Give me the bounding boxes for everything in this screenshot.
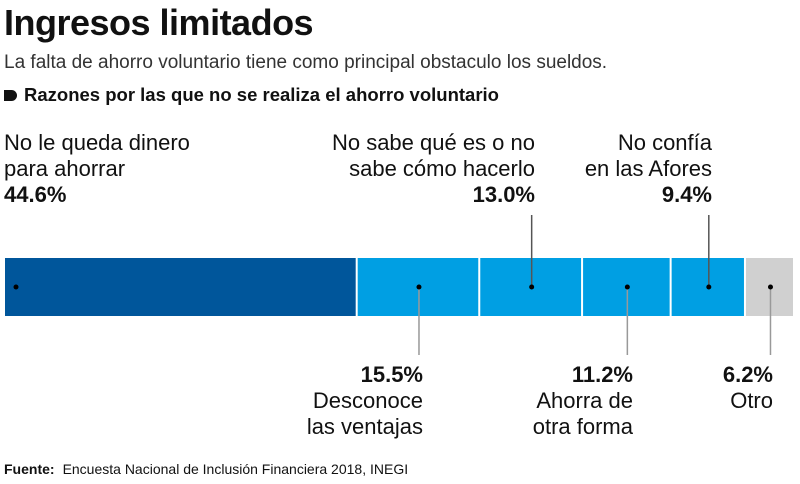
- label-otro: 6.2% Otro: [723, 362, 773, 414]
- label-no-sabe: No sabe qué es o no sabe cómo hacerlo 13…: [332, 130, 535, 208]
- value-label: 13.0%: [472, 182, 535, 207]
- chart-subtitle: La falta de ahorro voluntario tiene como…: [4, 52, 608, 73]
- value-label: 15.5%: [360, 362, 423, 387]
- leader-dot-3: [624, 284, 630, 290]
- source-label: Fuente:: [4, 461, 55, 477]
- bullet-icon: [4, 89, 17, 101]
- source-note: Fuente: Encuesta Nacional de Inclusión Fi…: [4, 461, 408, 477]
- legend: Razones por las que no se realiza el aho…: [4, 84, 499, 106]
- label-text: para ahorrar: [4, 156, 126, 181]
- label-text: No confía: [617, 130, 712, 155]
- label-text: las ventajas: [306, 414, 423, 439]
- label-text: No sabe qué es o no: [331, 130, 535, 155]
- leader-dot-5: [767, 284, 773, 290]
- value-label: 6.2%: [722, 362, 773, 387]
- leader-dot-0: [13, 284, 19, 290]
- label-text: Otro: [730, 388, 773, 413]
- source-text: Encuesta Nacional de Inclusión Financier…: [62, 461, 409, 477]
- value-label: 44.6%: [4, 182, 67, 207]
- legend-title: Razones por las que no se realiza el aho…: [24, 84, 499, 105]
- label-otra-forma: 11.2% Ahorra de otra forma: [533, 362, 633, 440]
- label-text: otra forma: [532, 414, 633, 439]
- label-desconoce: 15.5% Desconoce las ventajas: [307, 362, 423, 440]
- value-label: 11.2%: [571, 362, 633, 387]
- label-text: Desconoce: [312, 388, 423, 413]
- label-no-confia: No confía en las Afores 9.4%: [585, 130, 712, 208]
- leader-dot-2: [529, 284, 535, 290]
- label-text: sabe cómo hacerlo: [349, 156, 535, 181]
- label-text: No le queda dinero: [4, 130, 190, 155]
- bar-segment-0: [5, 258, 356, 316]
- leader-dot-4: [706, 284, 712, 290]
- chart-title: Ingresos limitados: [4, 2, 314, 43]
- label-text: Ahorra de: [536, 388, 633, 413]
- label-no-dinero: No le queda dinero para ahorrar 44.6%: [4, 130, 190, 208]
- leader-dot-1: [416, 284, 422, 290]
- label-text: en las Afores: [584, 156, 712, 181]
- value-label: 9.4%: [661, 182, 712, 207]
